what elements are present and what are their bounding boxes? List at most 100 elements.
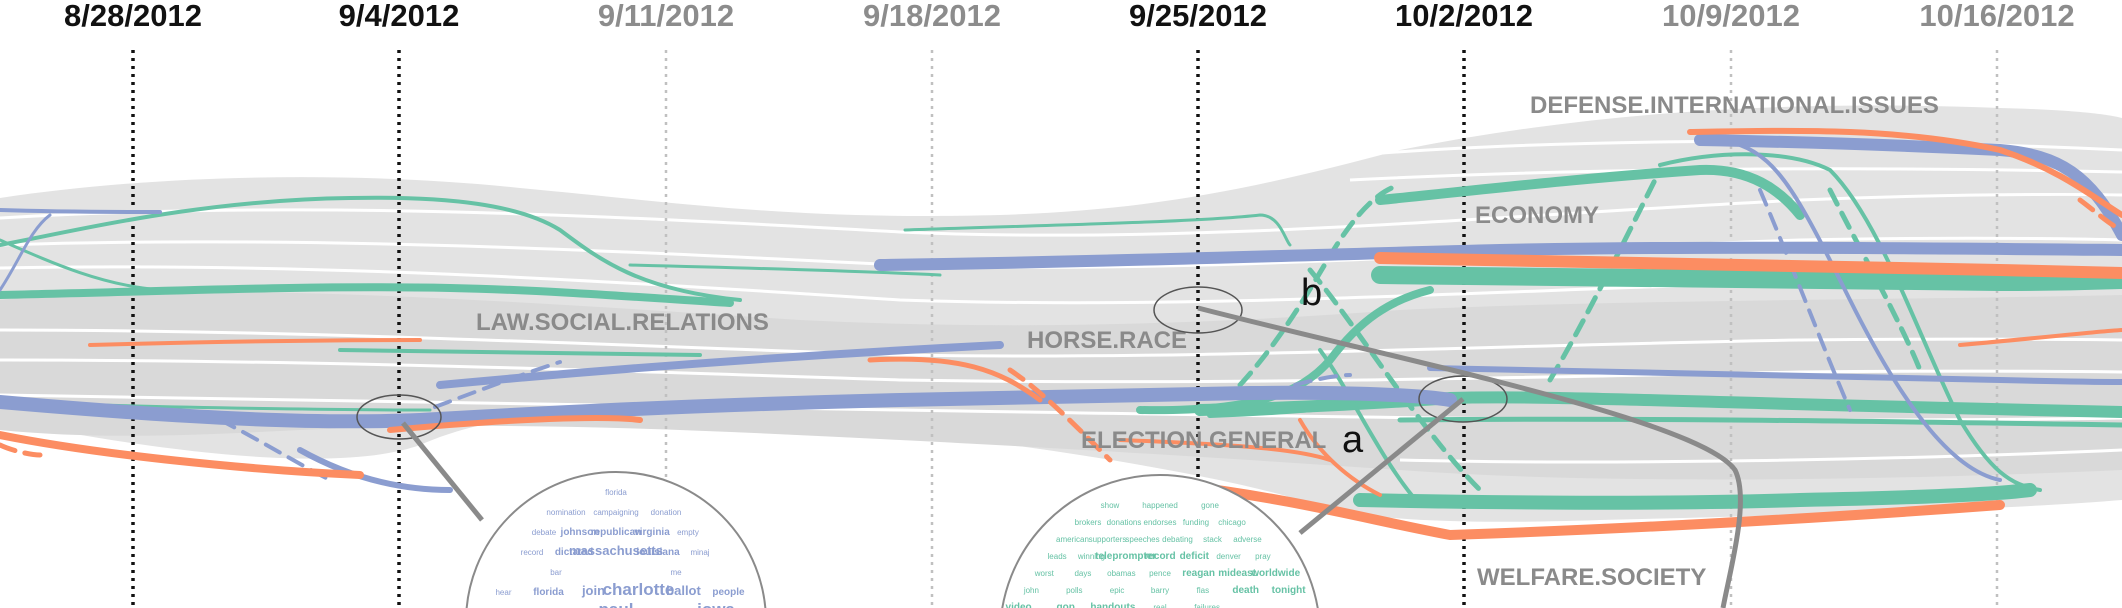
blue-flow-1 xyxy=(0,385,1457,429)
word-cloud-green-words: show happened gone brokers donations endorses… xyxy=(1006,501,1307,608)
cloud-word: days xyxy=(1074,569,1091,578)
date-label-2: 9/11/2012 xyxy=(598,0,734,33)
topic-label-horse-race: HORSE.RACE xyxy=(1027,327,1187,354)
cloud-word: failures xyxy=(1194,603,1220,608)
topic-label-welfare: WELFARE.SOCIETY xyxy=(1477,564,1706,591)
cloud-word: stack xyxy=(1203,535,1223,544)
topic-label-election: ELECTION.GENERAL xyxy=(1081,427,1326,454)
date-label-5: 10/2/2012 xyxy=(1395,0,1533,33)
cloud-word: charlotte xyxy=(603,580,675,599)
orange-flow-8 xyxy=(1958,328,2122,347)
green-flow-3 xyxy=(0,238,162,292)
middle-band xyxy=(0,291,2122,480)
annotation-label-a: a xyxy=(1342,419,1364,461)
cloud-word: worst xyxy=(1034,569,1055,578)
cloud-word: record xyxy=(1144,551,1175,562)
orange-flow-6 xyxy=(1374,252,2122,279)
cloud-word: people xyxy=(712,587,745,598)
cloud-word: chicago xyxy=(1218,518,1246,527)
cloud-word: video xyxy=(1006,602,1032,608)
topic-label-economy: ECONOMY xyxy=(1475,202,1599,229)
cloud-word: brokers xyxy=(1075,518,1102,527)
green-flow-1 xyxy=(0,195,742,302)
topic-labels: DEFENSE.INTERNATIONAL.ISSUES ECONOMY LAW… xyxy=(476,92,1939,591)
cloud-word: supporters xyxy=(1089,535,1127,544)
date-labels: 8/28/2012 9/4/2012 9/11/2012 9/18/2012 9/25/… xyxy=(64,0,2075,33)
cloud-word: gone xyxy=(1201,501,1219,510)
green-flow-2 xyxy=(0,283,734,307)
green-flow-dashed-4 xyxy=(1827,187,1923,373)
cloud-word: deficit xyxy=(1180,551,1210,562)
cloud-word: epic xyxy=(1110,586,1125,595)
cloud-word: hear xyxy=(495,588,511,597)
cloud-word: barry xyxy=(1151,586,1169,595)
word-cloud-blue-words: florida nomination campaigning donation deba… xyxy=(495,488,745,608)
orange-flow-10 xyxy=(1118,438,1332,462)
word-cloud-lens-green: show happened gone brokers donations endorses… xyxy=(1001,474,1319,608)
lens-ellipse-a xyxy=(1418,375,1508,423)
cloud-word: pray xyxy=(1255,552,1271,561)
lens-ellipse-9-4 xyxy=(356,394,442,440)
lens-connector-9-4 xyxy=(401,421,484,522)
cloud-word: ballot xyxy=(666,583,701,598)
date-label-6: 10/9/2012 xyxy=(1662,0,1800,33)
annotation-label-b: b xyxy=(1301,272,1322,314)
blue-flow-2 xyxy=(0,208,162,214)
blue-flow-dashed-4 xyxy=(1293,373,1352,387)
date-label-3: 9/18/2012 xyxy=(863,0,1001,33)
green-flow-13 xyxy=(1371,266,2122,292)
green-flow-15 xyxy=(1318,348,1422,507)
cloud-word: bar xyxy=(550,568,562,577)
blue-flow-7 xyxy=(1694,134,2122,241)
cloud-word: donations xyxy=(1107,518,1142,527)
green-flow-dashed-3 xyxy=(1547,167,1663,383)
cloud-word: speeches xyxy=(1125,535,1159,544)
cloud-word: join xyxy=(581,583,605,598)
orange-flow-3 xyxy=(387,415,643,433)
orange-flow-4 xyxy=(867,356,1043,403)
cloud-word: worldwide xyxy=(1250,568,1300,579)
green-flow-7 xyxy=(903,213,1292,247)
cloud-word: death xyxy=(1232,585,1259,596)
green-flow-16 xyxy=(1658,152,2042,492)
cloud-word: reagan xyxy=(1182,568,1215,579)
cloud-word: johnson xyxy=(560,527,600,538)
cloud-word: paul xyxy=(599,600,634,608)
cloud-word: florida xyxy=(605,488,627,497)
green-flow-10 xyxy=(1207,392,1503,418)
cloud-word: nomination xyxy=(546,508,585,517)
cloud-word: pence xyxy=(1149,569,1171,578)
cloud-word: flas xyxy=(1197,586,1209,595)
cloud-word: me xyxy=(670,568,682,577)
cloud-word: teleprompter xyxy=(1095,551,1156,562)
cloud-word: donation xyxy=(651,508,682,517)
orange-flow-5 xyxy=(1175,480,2005,541)
cloud-word: empty xyxy=(677,528,699,537)
cloud-word: massachusetts xyxy=(569,543,663,558)
cloud-word: denver xyxy=(1216,552,1241,561)
green-flow-dashed-2 xyxy=(1307,267,1483,493)
cloud-word: tonight xyxy=(1272,585,1307,596)
cloud-word: virginia xyxy=(634,527,670,538)
cloud-word: real xyxy=(1153,603,1167,608)
orange-flow-9 xyxy=(1298,418,1382,497)
cloud-word: debating xyxy=(1162,535,1193,544)
cloud-word: show xyxy=(1101,501,1120,510)
cloud-word: john xyxy=(1023,586,1039,595)
green-flow-11 xyxy=(1353,483,2037,510)
blue-flow-6 xyxy=(1427,365,2122,385)
cloud-word: american xyxy=(1056,535,1089,544)
cloud-word: republican xyxy=(591,527,642,538)
cloud-word: happened xyxy=(1142,501,1178,510)
lens-connector-b xyxy=(1197,305,1743,608)
lens-annotations xyxy=(356,286,1743,608)
cloud-word: adverse xyxy=(1233,535,1262,544)
lens-ellipse-b xyxy=(1153,286,1243,334)
cloud-word: florida xyxy=(533,587,564,598)
green-flow-9 xyxy=(1136,286,1434,415)
blue-flow-dashed-3 xyxy=(1758,188,1852,412)
blue-flow-3 xyxy=(0,213,52,292)
cloud-word: debate xyxy=(532,528,557,537)
green-flow-dashed-1 xyxy=(1237,182,1403,388)
